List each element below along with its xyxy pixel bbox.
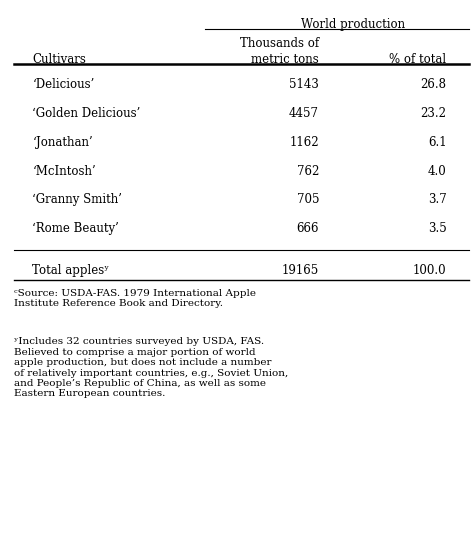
Text: 3.7: 3.7 — [428, 193, 447, 206]
Text: ‘Jonathan’: ‘Jonathan’ — [32, 136, 93, 148]
Text: 6.1: 6.1 — [428, 136, 447, 148]
Text: 4457: 4457 — [289, 107, 319, 120]
Text: 100.0: 100.0 — [413, 264, 447, 277]
Text: ‘Granny Smith’: ‘Granny Smith’ — [32, 193, 122, 206]
Text: % of total: % of total — [389, 53, 447, 65]
Text: 705: 705 — [297, 193, 319, 206]
Text: Total applesʸ: Total applesʸ — [32, 264, 109, 277]
Text: 3.5: 3.5 — [428, 222, 447, 235]
Text: 666: 666 — [297, 222, 319, 235]
Text: ‘Delicious’: ‘Delicious’ — [32, 78, 95, 91]
Text: 5143: 5143 — [289, 78, 319, 91]
Text: 1162: 1162 — [290, 136, 319, 148]
Text: 23.2: 23.2 — [420, 107, 447, 120]
Text: 762: 762 — [297, 165, 319, 177]
Text: 4.0: 4.0 — [428, 165, 447, 177]
Text: ᶜSource: USDA-FAS. 1979 International Apple
Institute Reference Book and Directo: ᶜSource: USDA-FAS. 1979 International Ap… — [14, 289, 256, 308]
Text: 26.8: 26.8 — [420, 78, 447, 91]
Text: ‘Golden Delicious’: ‘Golden Delicious’ — [32, 107, 141, 120]
Text: 19165: 19165 — [282, 264, 319, 277]
Text: ʸIncludes 32 countries surveyed by USDA, FAS.
Believed to comprise a major porti: ʸIncludes 32 countries surveyed by USDA,… — [14, 337, 289, 398]
Text: ‘McIntosh’: ‘McIntosh’ — [32, 165, 96, 177]
Text: ‘Rome Beauty’: ‘Rome Beauty’ — [32, 222, 119, 235]
Text: Cultivars: Cultivars — [32, 53, 86, 65]
Text: World production: World production — [301, 19, 405, 32]
Text: metric tons: metric tons — [251, 53, 319, 65]
Text: Thousands of: Thousands of — [240, 37, 319, 50]
